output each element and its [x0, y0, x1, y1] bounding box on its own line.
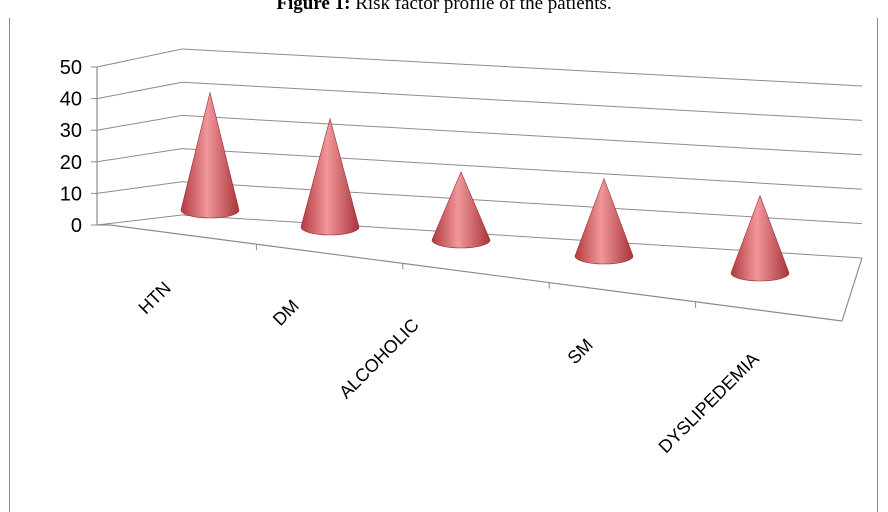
- y-tick-label-0: 0: [71, 215, 82, 237]
- gridline-side-4: [96, 81, 183, 100]
- y-tick-label-5: 50: [60, 57, 82, 79]
- category-label-dyslipedemia: DYSLIPEDEMIA: [655, 349, 763, 457]
- gridline-back-2: [181, 148, 863, 190]
- category-label-sm: SM: [564, 335, 597, 368]
- gridline-back-5: [181, 48, 863, 87]
- gridline-back-4: [181, 81, 863, 121]
- cone-sm: [574, 177, 634, 265]
- cone-alcoholic: [431, 171, 491, 249]
- y-tick-label-1: 10: [60, 183, 82, 205]
- gridline-side-0: [96, 214, 183, 226]
- gridline-side-3: [96, 114, 183, 131]
- cone-dm: [300, 117, 360, 236]
- category-label-htn: HTN: [135, 278, 175, 318]
- cone-body-0: [180, 92, 240, 219]
- caption-text: Risk factor profile of the patients.: [350, 0, 612, 14]
- category-label-dm: DM: [269, 296, 303, 330]
- gridline-side-2: [96, 148, 183, 163]
- gridline-back-3: [181, 114, 863, 156]
- y-tick-label-2: 20: [60, 152, 82, 174]
- y-tick-label-4: 40: [60, 89, 82, 111]
- x-axis-front-edge: [109, 224, 843, 322]
- floor-right-edge: [841, 257, 863, 322]
- y-tick-label-3: 30: [60, 120, 82, 142]
- cone-body-4: [730, 194, 790, 282]
- category-label-alcoholic: ALCOHOLIC: [335, 315, 423, 403]
- cone-htn: [180, 92, 240, 219]
- cone-body-2: [431, 171, 491, 249]
- caption-label: Figure 1:: [276, 0, 351, 14]
- gridline-side-5: [96, 48, 183, 68]
- gridline-side-1: [96, 181, 183, 194]
- cone-body-3: [574, 177, 634, 265]
- cone-dyslipedemia: [730, 194, 790, 282]
- chart-frame: [9, 18, 878, 512]
- figure-caption: Figure 1: Risk factor profile of the pat…: [0, 0, 888, 15]
- cone-body-1: [300, 117, 360, 236]
- gridline-back-1: [181, 181, 863, 225]
